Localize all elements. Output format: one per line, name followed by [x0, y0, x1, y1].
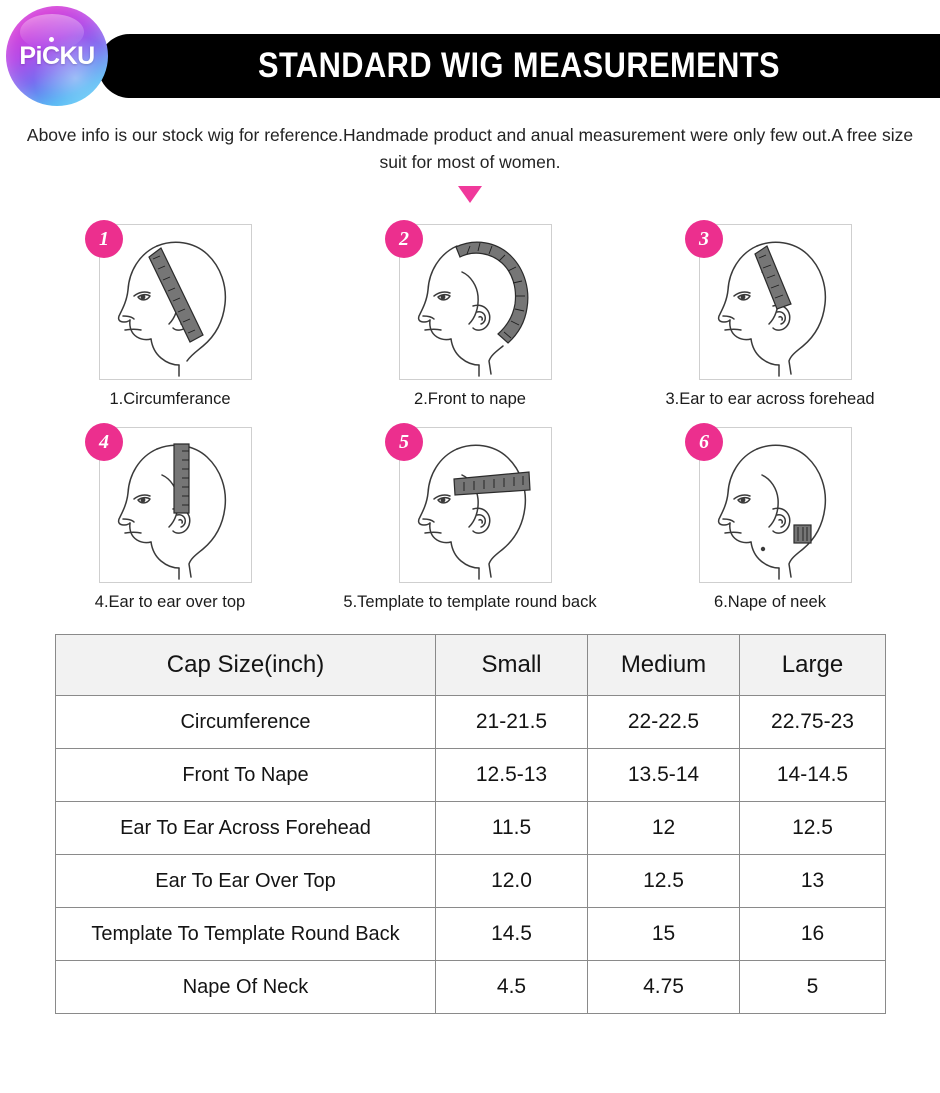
table-row: Front To Nape 12.5-13 13.5-14 14-14.5	[55, 748, 886, 803]
cell-small: 12.0	[435, 854, 588, 909]
cell-medium: 22-22.5	[587, 695, 740, 750]
diagram-badge-3: 3	[685, 220, 723, 259]
column-header-large: Large	[739, 634, 886, 697]
row-label: Template To Template Round Back	[55, 907, 436, 962]
cell-large: 13	[739, 854, 886, 909]
cell-medium: 12.5	[587, 854, 740, 909]
column-header-small: Small	[435, 634, 588, 697]
cell-medium: 4.75	[587, 960, 740, 1015]
diagram-badge-4: 4	[85, 423, 123, 462]
table-row: Ear To Ear Over Top 12.0 12.5 13	[55, 854, 886, 909]
diagram-caption-4: 4.Ear to ear over top	[94, 593, 246, 612]
size-table-container: Cap Size(inch) Small Medium Large Circum…	[55, 634, 886, 1015]
diagram-item-6: 6 6.Nape of neek	[630, 423, 910, 612]
diagram-item-5: 5 5.Template to template round back	[330, 423, 610, 612]
cell-large: 22.75-23	[739, 695, 886, 750]
cell-medium: 13.5-14	[587, 748, 740, 803]
cell-medium: 15	[587, 907, 740, 962]
diagram-row-2: 4 4.Ear to ear over top	[30, 423, 910, 612]
figure-1: 1	[85, 220, 255, 381]
cell-small: 4.5	[435, 960, 588, 1015]
diagram-row-1: 1 1.Circumferance	[30, 220, 910, 409]
diagram-caption-3: 3.Ear to ear across forehead	[665, 390, 875, 409]
table-row: Nape Of Neck 4.5 4.75 5	[55, 960, 886, 1015]
arrow-container	[0, 186, 940, 208]
figure-4: 4	[85, 423, 255, 584]
diagram-caption-1: 1.Circumferance	[109, 390, 231, 409]
diagram-item-3: 3 3.Ear to ear across forehead	[630, 220, 910, 409]
cell-large: 14-14.5	[739, 748, 886, 803]
diagram-item-1: 1 1.Circumferance	[30, 220, 310, 409]
diagram-item-4: 4 4.Ear to ear over top	[30, 423, 310, 612]
page-header: STANDARD WIG MEASUREMENTS PiCKU	[0, 0, 940, 108]
head-profile-front-to-nape-icon	[417, 241, 529, 377]
table-row: Circumference 21-21.5 22-22.5 22.75-23	[55, 695, 886, 750]
header-black-bar	[98, 34, 940, 98]
column-header-cap-size: Cap Size(inch)	[55, 634, 436, 697]
intro-paragraph: Above info is our stock wig for referenc…	[26, 125, 914, 173]
cell-small: 11.5	[435, 801, 588, 856]
page-title: STANDARD WIG MEASUREMENTS	[257, 46, 781, 85]
row-label: Nape Of Neck	[55, 960, 436, 1015]
figure-5: 5	[385, 423, 555, 584]
diagram-badge-6: 6	[685, 423, 723, 462]
diagram-badge-5: 5	[385, 423, 423, 462]
head-profile-circumference-icon	[117, 241, 227, 377]
diagram-caption-2: 2.Front to nape	[414, 390, 526, 409]
measurement-diagram-grid: 1 1.Circumferance	[30, 220, 910, 612]
cap-size-table: Cap Size(inch) Small Medium Large Circum…	[55, 634, 886, 1015]
diagram-badge-2: 2	[385, 220, 423, 259]
cell-large: 16	[739, 907, 886, 962]
cell-small: 12.5-13	[435, 748, 588, 803]
cell-medium: 12	[587, 801, 740, 856]
column-header-medium: Medium	[587, 634, 740, 697]
row-label: Circumference	[55, 695, 436, 750]
head-profile-template-round-back-icon	[417, 444, 531, 580]
cell-small: 21-21.5	[435, 695, 588, 750]
diagram-caption-6: 6.Nape of neek	[714, 593, 826, 612]
logo-dot-icon	[49, 37, 54, 42]
head-profile-nape-of-neck-icon	[717, 444, 827, 580]
table-row: Template To Template Round Back 14.5 15 …	[55, 907, 886, 962]
figure-3: 3	[685, 220, 855, 381]
row-label: Ear To Ear Over Top	[55, 854, 436, 909]
row-label: Ear To Ear Across Forehead	[55, 801, 436, 856]
table-row: Ear To Ear Across Forehead 11.5 12 12.5	[55, 801, 886, 856]
cell-small: 14.5	[435, 907, 588, 962]
head-profile-ear-to-ear-over-top-icon	[117, 443, 227, 580]
head-profile-ear-to-ear-forehead-icon	[717, 241, 827, 377]
row-label: Front To Nape	[55, 748, 436, 803]
logo-text: PiCKU	[19, 41, 95, 70]
figure-2: 2	[385, 220, 555, 381]
picku-logo: PiCKU	[6, 6, 108, 106]
diagram-caption-5: 5.Template to template round back	[343, 593, 597, 612]
triangle-down-icon	[458, 186, 482, 204]
figure-6: 6	[685, 423, 855, 584]
cell-large: 12.5	[739, 801, 886, 856]
diagram-item-2: 2 2.Front to nape	[330, 220, 610, 409]
table-header-row: Cap Size(inch) Small Medium Large	[55, 634, 886, 697]
diagram-badge-1: 1	[85, 220, 123, 259]
cell-large: 5	[739, 960, 886, 1015]
